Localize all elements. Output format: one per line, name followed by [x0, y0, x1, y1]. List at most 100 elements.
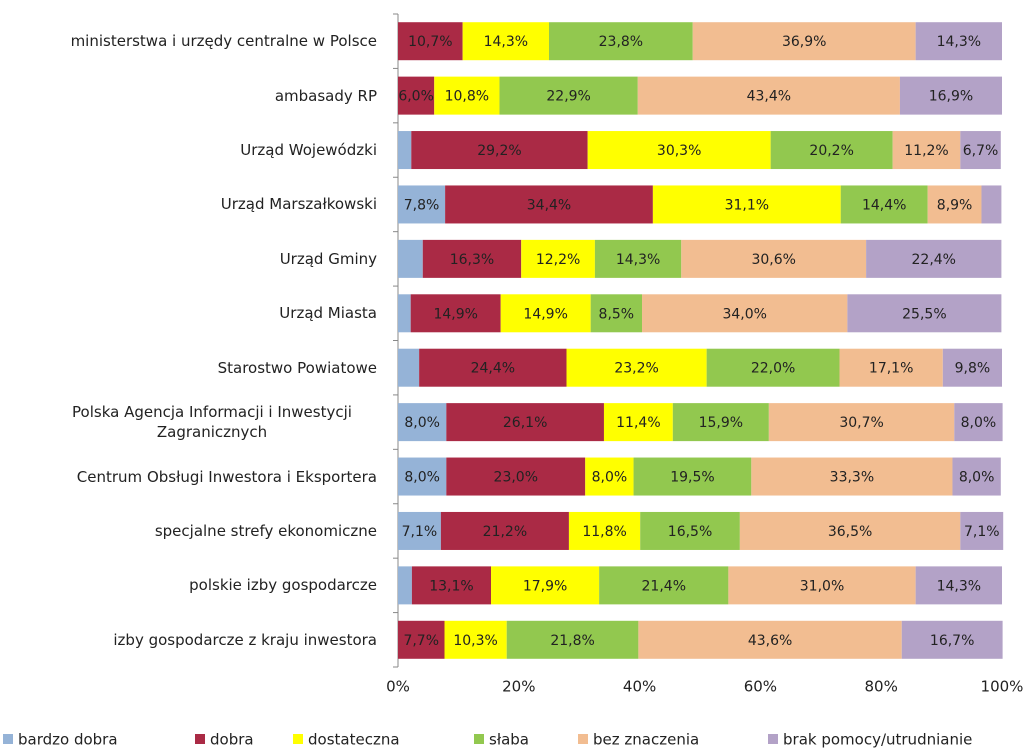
- legend-label: dobra: [210, 731, 254, 749]
- bar-segment: [751, 457, 953, 496]
- bar-segment: [770, 131, 893, 170]
- data-label: 31,1%: [725, 197, 769, 213]
- data-label: 14,3%: [484, 34, 528, 50]
- bar-segment: [899, 76, 1002, 115]
- bar-segment: [915, 22, 1002, 61]
- category-label: ministerstwa i urzędy centralne w Polsce: [70, 32, 377, 51]
- data-label: 10,3%: [453, 633, 497, 649]
- bar-segment: [566, 348, 707, 387]
- bar-segment: [499, 76, 638, 115]
- bar-segment: [462, 22, 549, 61]
- bar-segment: [981, 185, 1002, 224]
- bar-segment: [692, 22, 916, 61]
- bar-segment: [445, 185, 653, 224]
- bar-segment: [594, 239, 682, 278]
- category-label: izby gospodarcze z kraju inwestora: [113, 630, 377, 649]
- legend-label: słaba: [489, 731, 529, 749]
- bar-segment: [637, 76, 900, 115]
- data-label: 16,3%: [450, 252, 494, 268]
- bar-segment: [840, 185, 928, 224]
- data-label: 33,3%: [830, 470, 874, 486]
- category-label: Urząd Marszałkowski: [220, 195, 377, 214]
- bar-segment: [866, 239, 1002, 278]
- bar-segment: [590, 294, 643, 333]
- bar-segment: [549, 22, 693, 61]
- data-label: 34,0%: [722, 306, 766, 322]
- data-label: 14,9%: [523, 306, 567, 322]
- bar-segment: [440, 511, 569, 550]
- bar-segment: [419, 348, 567, 387]
- data-label: 14,4%: [862, 197, 906, 213]
- data-label: 36,9%: [782, 34, 826, 50]
- data-label: 16,9%: [929, 89, 973, 105]
- data-label: 17,1%: [869, 361, 913, 377]
- data-label: 30,7%: [839, 415, 883, 431]
- bar-segment: [638, 620, 902, 659]
- bar-segment: [398, 511, 441, 550]
- bar-segment: [960, 511, 1004, 550]
- category-label: Urząd Wojewódzki: [240, 141, 377, 160]
- data-label: 10,8%: [445, 89, 489, 105]
- bar-segment: [410, 294, 501, 333]
- bar-segment: [446, 457, 586, 496]
- legend-swatch: [578, 734, 588, 744]
- data-label: 10,7%: [408, 34, 452, 50]
- data-label: 20,2%: [809, 143, 853, 159]
- data-label: 29,2%: [477, 143, 521, 159]
- x-tick-label: 20%: [502, 678, 535, 696]
- category-label: Urząd Miasta: [279, 304, 377, 323]
- bar-segment: [500, 294, 591, 333]
- legend-label: brak pomocy/utrudnianie: [783, 731, 972, 749]
- legend-swatch: [474, 734, 484, 744]
- bar-segment: [491, 566, 600, 605]
- data-label: 21,2%: [483, 524, 527, 540]
- bar-segment: [398, 457, 447, 496]
- legend-swatch: [195, 734, 205, 744]
- data-label: 7,7%: [403, 633, 439, 649]
- data-label: 23,2%: [614, 361, 658, 377]
- bar-segment: [398, 403, 447, 442]
- data-label: 24,4%: [471, 361, 515, 377]
- bar-segment: [444, 620, 507, 659]
- bar-segment: [728, 566, 916, 605]
- data-label: 23,0%: [494, 470, 538, 486]
- data-label: 8,0%: [959, 470, 995, 486]
- bar-segment: [915, 566, 1002, 605]
- data-label: 17,9%: [523, 578, 567, 594]
- bar-segment: [942, 348, 1002, 387]
- x-tick-label: 80%: [865, 678, 898, 696]
- data-label: 11,8%: [582, 524, 626, 540]
- data-label: 8,0%: [592, 470, 628, 486]
- data-label: 7,8%: [404, 197, 440, 213]
- bar-segment: [434, 76, 500, 115]
- data-label: 13,1%: [429, 578, 473, 594]
- data-label: 7,1%: [402, 524, 438, 540]
- data-label: 22,9%: [546, 89, 590, 105]
- legend-swatch: [293, 734, 303, 744]
- bar-segment: [633, 457, 752, 496]
- bar-segment: [398, 22, 463, 61]
- category-label: Centrum Obsługi Inwestora i Eksportera: [76, 467, 377, 486]
- data-label: 22,0%: [751, 361, 795, 377]
- data-label: 23,8%: [599, 34, 643, 50]
- bar-segment: [954, 403, 1003, 442]
- bar-segment: [422, 239, 522, 278]
- data-label: 8,9%: [937, 197, 973, 213]
- data-label: 19,5%: [670, 470, 714, 486]
- bar-segment: [587, 131, 771, 170]
- legend-swatch: [3, 734, 13, 744]
- bar-segment: [672, 403, 769, 442]
- bar-segment: [398, 348, 420, 387]
- data-label: 31,0%: [800, 578, 844, 594]
- bar-segment: [892, 131, 961, 170]
- bar-segment: [603, 403, 673, 442]
- data-label: 6,7%: [963, 143, 999, 159]
- bar-segment: [568, 511, 641, 550]
- data-label: 8,5%: [599, 306, 635, 322]
- data-label: 43,4%: [747, 89, 791, 105]
- legend-label: dostateczna: [308, 731, 400, 749]
- data-label: 11,2%: [904, 143, 948, 159]
- bar-segment: [960, 131, 1001, 170]
- bar-segment: [952, 457, 1001, 496]
